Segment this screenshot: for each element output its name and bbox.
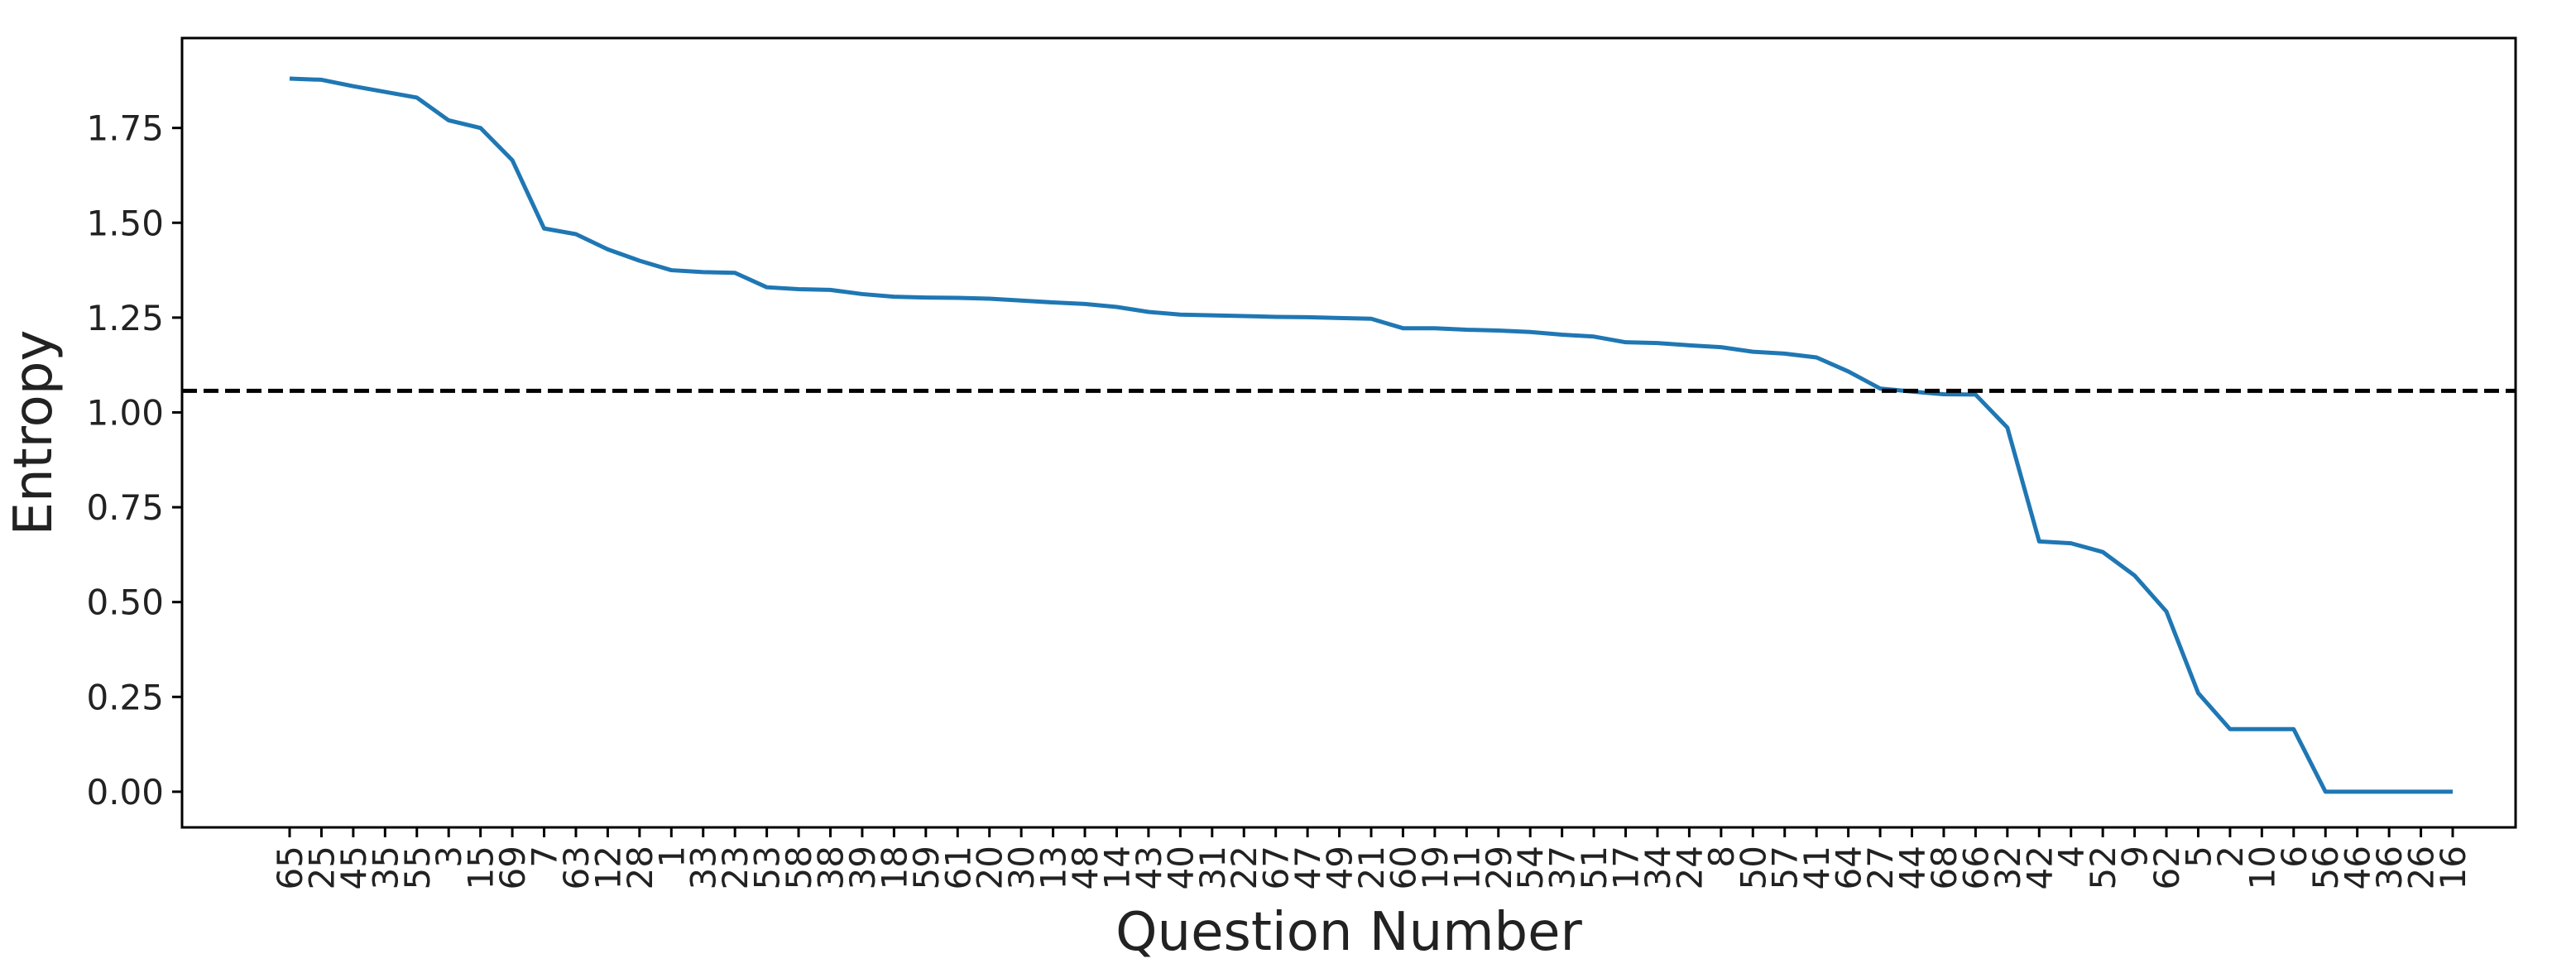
x-tick-label: 35 <box>365 846 405 889</box>
x-tick-label: 2 <box>2210 846 2251 868</box>
x-tick-label: 11 <box>1446 846 1487 889</box>
x-tick-label: 55 <box>397 846 438 889</box>
x-tick-label: 45 <box>333 846 374 889</box>
x-tick-label: 44 <box>1892 846 1933 889</box>
y-tick-label: 1.25 <box>86 298 164 338</box>
x-tick-label: 37 <box>1542 846 1583 889</box>
x-tick-label: 31 <box>1192 846 1233 889</box>
x-tick-label: 8 <box>1701 846 1742 868</box>
y-tick-label: 1.75 <box>86 108 164 149</box>
x-tick-label: 68 <box>1924 846 1964 889</box>
x-tick-label: 61 <box>938 846 978 889</box>
x-tick-label: 3 <box>429 846 469 868</box>
x-tick-label: 22 <box>1224 846 1264 889</box>
x-tick-label: 51 <box>1574 846 1614 889</box>
x-tick-label: 69 <box>492 846 533 889</box>
x-tick-label: 49 <box>1320 846 1360 889</box>
x-tick-label: 56 <box>2305 846 2346 889</box>
x-tick-label: 48 <box>1065 846 1106 889</box>
x-tick-label: 65 <box>270 846 310 889</box>
y-axis-label: Entropy <box>3 330 65 536</box>
x-tick-label: 52 <box>2083 846 2123 889</box>
x-tick-label: 1 <box>651 846 692 868</box>
x-tick-label: 64 <box>1829 846 1869 889</box>
x-tick-label: 54 <box>1510 846 1551 889</box>
x-tick-label: 57 <box>1765 846 1806 889</box>
data-line <box>289 76 2453 794</box>
x-tick-label: 41 <box>1796 846 1837 889</box>
x-tick-label: 62 <box>2147 846 2187 889</box>
x-tick-label: 23 <box>715 846 756 889</box>
x-tick-label: 50 <box>1733 846 1773 889</box>
x-tick-label: 39 <box>842 846 883 889</box>
x-tick-label: 9 <box>2115 846 2156 868</box>
x-tick-label: 34 <box>1638 846 1678 889</box>
x-tick-label: 53 <box>747 846 788 889</box>
x-tick-label: 12 <box>588 846 628 889</box>
x-tick-label: 27 <box>1860 846 1901 889</box>
x-tick-label: 7 <box>525 846 565 868</box>
y-tick-label: 0.00 <box>86 772 164 812</box>
x-tick-label: 59 <box>906 846 947 889</box>
x-tick-label: 24 <box>1669 846 1710 889</box>
x-tick-label: 58 <box>779 846 819 889</box>
x-tick-label: 66 <box>1955 846 1996 889</box>
x-tick-label: 18 <box>874 846 914 889</box>
x-tick-label: 38 <box>811 846 851 889</box>
x-tick-label: 16 <box>2433 846 2473 889</box>
x-tick-label: 19 <box>1415 846 1456 889</box>
x-tick-label: 14 <box>1096 846 1137 889</box>
y-tick-label: 0.25 <box>86 677 164 717</box>
x-axis-label: Question Number <box>1115 902 1582 963</box>
x-tick-label: 6 <box>2274 846 2315 868</box>
x-tick-label: 20 <box>970 846 1010 889</box>
x-tick-label: 40 <box>1160 846 1201 889</box>
y-tick-label: 0.75 <box>86 487 164 528</box>
y-tick-label: 1.00 <box>86 392 164 433</box>
x-tick-label: 4 <box>2051 846 2092 868</box>
x-tick-label: 33 <box>684 846 724 889</box>
x-tick-label: 10 <box>2242 846 2282 889</box>
x-tick-label: 17 <box>1606 846 1647 889</box>
x-tick-label: 30 <box>1001 846 1042 889</box>
x-tick-label: 67 <box>1256 846 1297 889</box>
x-tick-label: 36 <box>2369 846 2410 889</box>
x-tick-label: 5 <box>2178 846 2219 868</box>
x-tick-label: 63 <box>556 846 597 889</box>
x-tick-label: 15 <box>461 846 501 889</box>
x-tick-label: 26 <box>2401 846 2442 889</box>
plot-frame <box>180 36 2517 829</box>
x-tick-label: 46 <box>2338 846 2378 889</box>
x-tick-label: 60 <box>1383 846 1423 889</box>
y-tick-label: 1.50 <box>86 203 164 243</box>
x-tick-label: 47 <box>1288 846 1328 889</box>
y-tick-label: 0.50 <box>86 582 164 623</box>
x-tick-label: 13 <box>1034 846 1074 889</box>
x-tick-label: 42 <box>2019 846 2060 889</box>
x-tick-label: 28 <box>620 846 660 889</box>
x-tick-label: 32 <box>1988 846 2028 889</box>
x-tick-label: 43 <box>1129 846 1169 889</box>
x-tick-label: 21 <box>1351 846 1392 889</box>
x-tick-label: 29 <box>1479 846 1519 889</box>
x-tick-label: 25 <box>301 846 342 889</box>
